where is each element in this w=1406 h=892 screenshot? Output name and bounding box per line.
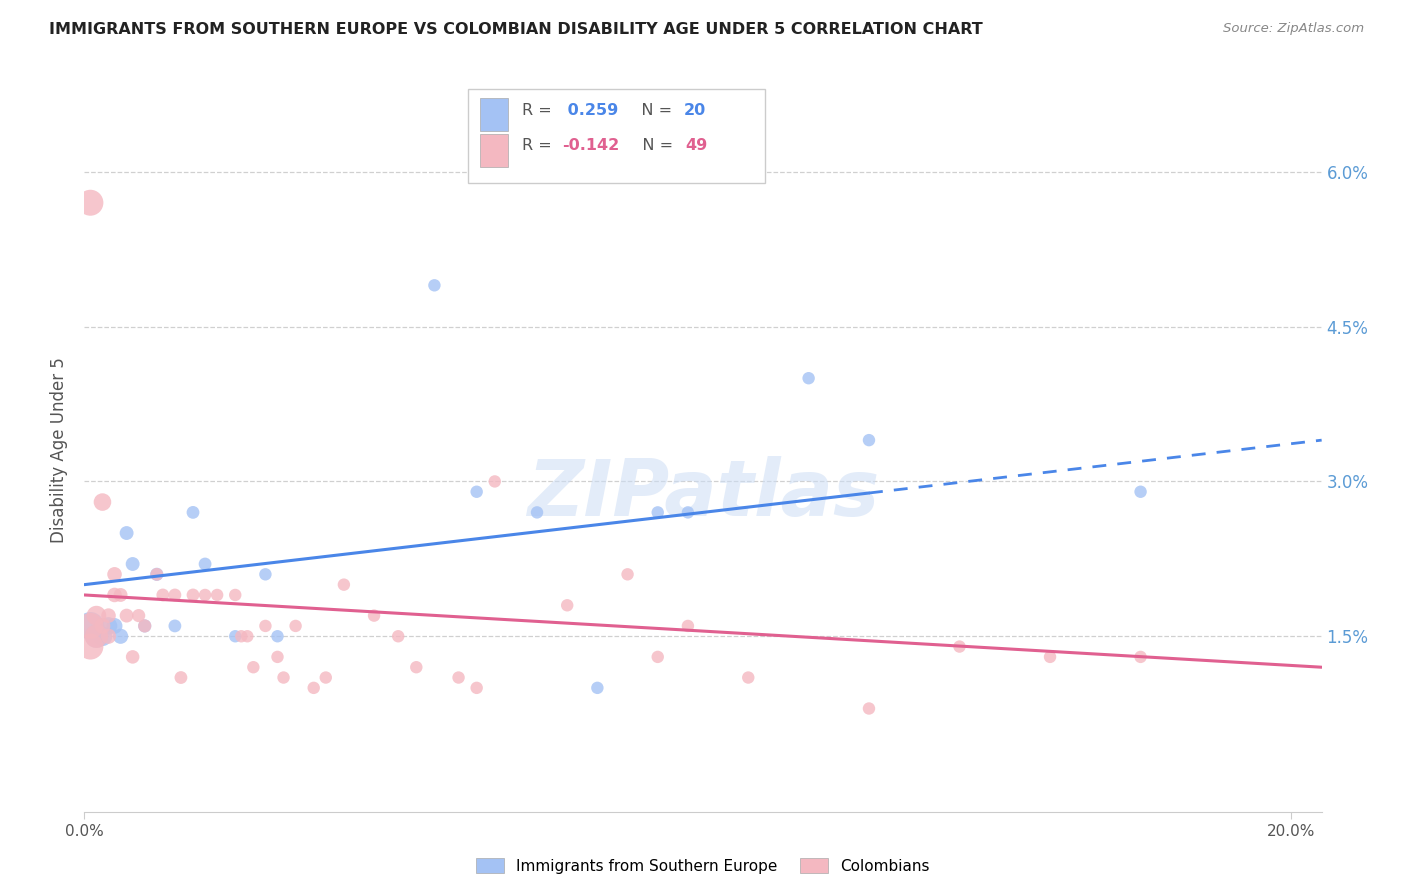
Point [797, 371, 820, 385]
Point [181, 505, 204, 519]
Text: N =: N = [627, 138, 678, 153]
Point [121, 557, 143, 571]
Point [86, 629, 108, 643]
Point [363, 608, 385, 623]
Point [79, 619, 101, 633]
Y-axis label: Disability Age Under 5: Disability Age Under 5 [51, 358, 69, 543]
Point [526, 505, 548, 519]
Text: 49: 49 [685, 138, 707, 153]
Point [676, 505, 699, 519]
Point [97, 608, 120, 623]
Text: Source: ZipAtlas.com: Source: ZipAtlas.com [1223, 22, 1364, 36]
Point [242, 660, 264, 674]
Point [97, 619, 120, 633]
Point [91, 619, 114, 633]
Point [86, 608, 108, 623]
Point [266, 629, 288, 643]
Point [647, 505, 669, 519]
Point [948, 640, 970, 654]
Point [447, 671, 470, 685]
Point [115, 526, 138, 541]
Point [858, 433, 880, 447]
FancyBboxPatch shape [481, 134, 508, 167]
Point [315, 671, 337, 685]
Point [194, 588, 217, 602]
FancyBboxPatch shape [481, 98, 508, 131]
Point [103, 588, 125, 602]
Text: IMMIGRANTS FROM SOUTHERN EUROPE VS COLOMBIAN DISABILITY AGE UNDER 5 CORRELATION : IMMIGRANTS FROM SOUTHERN EUROPE VS COLOM… [49, 22, 983, 37]
Point [284, 619, 307, 633]
Point [91, 495, 114, 509]
Point [170, 671, 193, 685]
FancyBboxPatch shape [468, 89, 765, 183]
Point [79, 195, 101, 210]
Point [97, 629, 120, 643]
Point [1039, 649, 1062, 664]
Point [405, 660, 427, 674]
Point [194, 557, 217, 571]
Point [163, 588, 186, 602]
Text: N =: N = [626, 103, 678, 119]
Point [134, 619, 156, 633]
Text: ZIPatlas: ZIPatlas [527, 456, 879, 532]
Point [387, 629, 409, 643]
Point [224, 588, 246, 602]
Point [465, 681, 488, 695]
Point [484, 475, 506, 489]
Point [110, 588, 132, 602]
Text: -0.142: -0.142 [562, 138, 619, 153]
Point [121, 649, 143, 664]
Point [737, 671, 759, 685]
Legend: Immigrants from Southern Europe, Colombians: Immigrants from Southern Europe, Colombi… [470, 852, 936, 880]
Point [465, 484, 488, 499]
Point [224, 629, 246, 643]
Point [273, 671, 295, 685]
Point [858, 701, 880, 715]
Point [79, 619, 101, 633]
Text: R =: R = [523, 138, 557, 153]
Point [231, 629, 253, 643]
Point [616, 567, 638, 582]
Point [115, 608, 138, 623]
Point [254, 619, 277, 633]
Point [103, 567, 125, 582]
Text: 0.259: 0.259 [562, 103, 619, 119]
Point [146, 567, 169, 582]
Point [647, 649, 669, 664]
Point [555, 599, 578, 613]
Point [1129, 649, 1152, 664]
Point [103, 619, 125, 633]
Point [128, 608, 150, 623]
Point [86, 629, 108, 643]
Point [205, 588, 228, 602]
Point [676, 619, 699, 633]
Point [302, 681, 325, 695]
Point [79, 640, 101, 654]
Point [423, 278, 446, 293]
Point [163, 619, 186, 633]
Point [236, 629, 259, 643]
Point [91, 629, 114, 643]
Point [146, 567, 169, 582]
Point [254, 567, 277, 582]
Point [333, 577, 356, 591]
Point [110, 629, 132, 643]
Point [134, 619, 156, 633]
Text: R =: R = [523, 103, 557, 119]
Point [181, 588, 204, 602]
Text: 20: 20 [685, 103, 706, 119]
Point [586, 681, 609, 695]
Point [152, 588, 174, 602]
Point [266, 649, 288, 664]
Point [1129, 484, 1152, 499]
